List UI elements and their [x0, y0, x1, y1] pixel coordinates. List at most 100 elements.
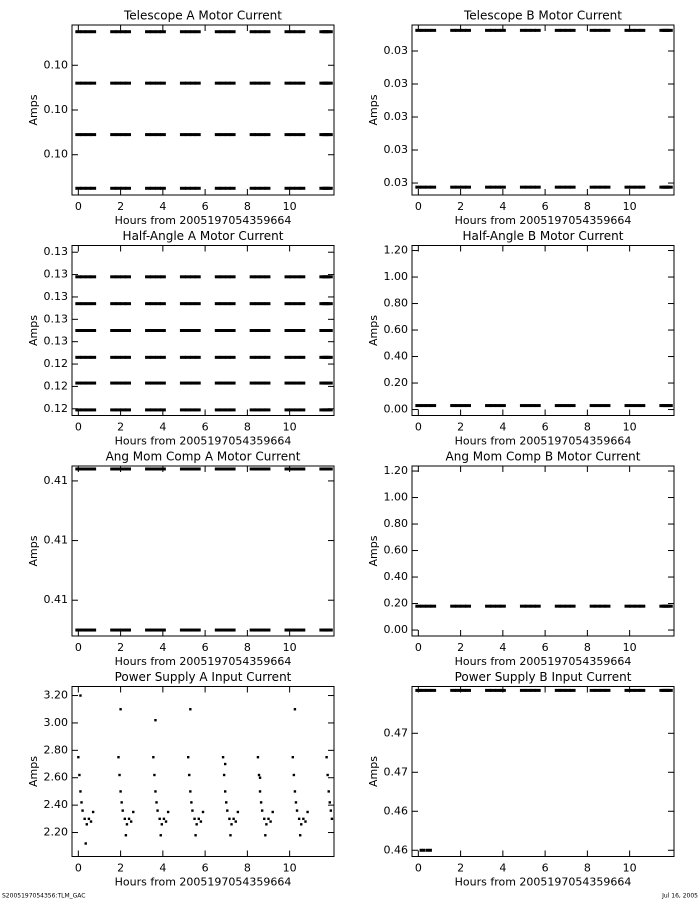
- x-tick-label: 2: [117, 200, 124, 213]
- data-point: [80, 467, 87, 471]
- x-tick-label: 6: [202, 421, 209, 434]
- data-point: [78, 773, 81, 777]
- data-point: [589, 185, 596, 189]
- data-point: [330, 817, 334, 821]
- y-axis-label: Amps: [367, 94, 380, 125]
- data-point: [179, 133, 186, 137]
- data-point: [90, 186, 97, 190]
- data-point: [425, 688, 432, 692]
- data-point: [534, 404, 541, 408]
- data-point: [489, 404, 496, 408]
- data-point: [264, 381, 271, 385]
- data-point: [450, 28, 457, 32]
- data-point: [284, 408, 291, 412]
- data-point: [149, 355, 156, 359]
- data-point: [154, 81, 161, 85]
- data-point: [326, 355, 333, 359]
- data-point: [289, 355, 296, 359]
- data-point: [219, 30, 226, 34]
- data-point: [224, 30, 231, 34]
- chart-title: Ang Mom Comp B Motor Current: [446, 450, 641, 464]
- data-point: [249, 275, 256, 279]
- data-point: [224, 186, 231, 190]
- data-point: [294, 408, 301, 412]
- x-tick-label: 4: [159, 862, 166, 875]
- data-point: [328, 801, 331, 804]
- data-point: [214, 30, 221, 34]
- data-point: [179, 628, 186, 632]
- data-point: [85, 30, 92, 34]
- data-point: [127, 817, 131, 821]
- data-point: [129, 820, 133, 823]
- data-point: [299, 628, 306, 632]
- data-point: [300, 823, 303, 826]
- data-point: [326, 408, 333, 412]
- data-point: [264, 186, 271, 190]
- data-point: [254, 381, 261, 385]
- x-tick-label: 6: [542, 200, 549, 213]
- data-point: [254, 467, 261, 471]
- data-point: [179, 408, 186, 412]
- data-point: [118, 773, 121, 777]
- data-point: [425, 185, 432, 189]
- x-tick-label: 8: [584, 641, 591, 654]
- data-point: [259, 133, 266, 137]
- data-point: [75, 186, 82, 190]
- data-point: [154, 628, 161, 632]
- x-tick-label: 6: [542, 421, 549, 434]
- data-point: [145, 467, 152, 471]
- data-point: [534, 28, 541, 32]
- data-point: [420, 404, 427, 408]
- data-point: [604, 28, 611, 32]
- data-point: [294, 30, 301, 34]
- y-tick-label: 0.41: [44, 534, 69, 547]
- data-point: [485, 185, 492, 189]
- data-point: [120, 275, 127, 279]
- data-point: [149, 133, 156, 137]
- data-point: [194, 302, 201, 306]
- data-point: [464, 604, 471, 608]
- data-point: [194, 133, 201, 137]
- y-tick-label: 0.13: [44, 335, 69, 348]
- data-point: [85, 133, 92, 137]
- data-point: [90, 628, 97, 632]
- data-point: [249, 408, 256, 412]
- data-point: [90, 30, 97, 34]
- x-tick-label: 0: [415, 862, 422, 875]
- data-point: [115, 408, 122, 412]
- data-point: [83, 817, 86, 821]
- data-point: [75, 355, 82, 359]
- data-point: [289, 467, 296, 471]
- data-point: [229, 302, 236, 306]
- x-tick-label: 8: [244, 200, 251, 213]
- y-tick-label: 0.13: [44, 268, 69, 281]
- data-point: [489, 604, 496, 608]
- data-point: [222, 773, 226, 777]
- data-point: [164, 820, 168, 823]
- data-point: [232, 817, 235, 821]
- data-point: [299, 133, 306, 137]
- data-point: [85, 355, 92, 359]
- data-point: [604, 185, 611, 189]
- x-tick-label: 2: [117, 862, 124, 875]
- y-tick-label: 0.13: [44, 312, 69, 325]
- data-point: [259, 30, 266, 34]
- data-point: [159, 467, 166, 471]
- data-point: [120, 355, 127, 359]
- data-point: [249, 467, 256, 471]
- data-point: [254, 81, 261, 85]
- data-point: [289, 30, 296, 34]
- data-point: [224, 81, 231, 85]
- data-point: [326, 467, 333, 471]
- data-point: [284, 186, 291, 190]
- data-point: [254, 302, 261, 306]
- data-point: [299, 329, 306, 332]
- plot-frame: [71, 24, 335, 196]
- data-point: [85, 302, 92, 306]
- data-point: [249, 329, 256, 332]
- data-point: [124, 355, 131, 359]
- y-tick-label: 0.00: [384, 623, 409, 636]
- x-axis-label: Hours from 2005197054359664: [455, 876, 632, 889]
- data-point: [326, 133, 333, 137]
- data-point: [159, 186, 166, 190]
